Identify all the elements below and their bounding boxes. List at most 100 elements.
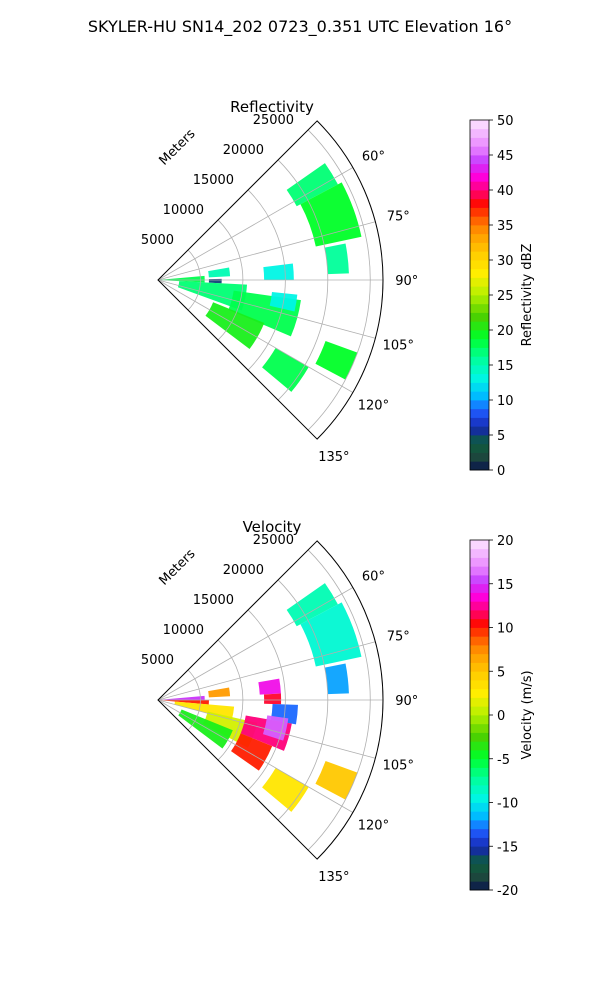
colorbar-swatch-8 bbox=[470, 811, 489, 821]
azimuth-label-120: 120° bbox=[358, 398, 389, 413]
colorbar-swatch-22 bbox=[470, 268, 489, 278]
colorbar-swatch-13 bbox=[470, 347, 489, 357]
velocity-radial-label: Meters bbox=[157, 546, 199, 588]
colorbar-tick-label-15: 15 bbox=[497, 578, 514, 593]
velocity-polar-sector: 5000 10000 15000 20000 25000 60° 75° 90° 105° 120… bbox=[141, 533, 418, 885]
colorbar-tick-label--20: -20 bbox=[497, 884, 518, 899]
colorbar-tick-label-10: 10 bbox=[497, 622, 514, 637]
colorbar-swatch-31 bbox=[470, 190, 489, 200]
azimuth-gridline-60 bbox=[157, 587, 354, 701]
colorbar-swatch-4 bbox=[470, 426, 489, 436]
colorbar-swatch-17 bbox=[470, 312, 489, 322]
colorbar-swatch-33 bbox=[470, 592, 489, 602]
echo-cell-0 bbox=[286, 163, 338, 207]
colorbar-tick-label-0: 0 bbox=[497, 464, 505, 479]
range-label-5000: 5000 bbox=[141, 233, 174, 248]
colorbar-swatch-25 bbox=[470, 242, 489, 252]
echo-cell-1 bbox=[300, 602, 362, 667]
colorbar-swatch-1 bbox=[470, 452, 489, 462]
colorbar-tick-label--15: -15 bbox=[497, 840, 518, 855]
colorbar-swatch-4 bbox=[470, 846, 489, 856]
colorbar-tick-label-10: 10 bbox=[497, 394, 514, 409]
azimuth-gridline-105 bbox=[157, 279, 376, 339]
colorbar-swatch-3 bbox=[470, 435, 489, 445]
colorbar-swatch-16 bbox=[470, 321, 489, 331]
colorbar-swatch-35 bbox=[470, 155, 489, 165]
echo-cell-7 bbox=[160, 695, 205, 700]
figure-suptitle: SKYLER-HU SN14_202 0723_0.351 UTC Elevat… bbox=[88, 17, 512, 37]
azimuth-gridline-75 bbox=[157, 221, 376, 281]
reflectivity-polar-sector: 5000 10000 15000 20000 25000 60° 75° 90° 105° 120… bbox=[141, 113, 418, 465]
echo-cell-15 bbox=[315, 760, 358, 800]
colorbar-swatch-21 bbox=[470, 277, 489, 287]
colorbar-tick-label--10: -10 bbox=[497, 797, 518, 812]
azimuth-label-90: 90° bbox=[395, 274, 418, 289]
colorbar-swatch-20 bbox=[470, 286, 489, 296]
echo-cell-6 bbox=[208, 687, 231, 698]
colorbar-swatch-15 bbox=[470, 750, 489, 760]
colorbar-swatch-0 bbox=[470, 461, 489, 471]
range-label-10000: 10000 bbox=[163, 203, 204, 218]
range-label-25000: 25000 bbox=[253, 533, 294, 548]
colorbar-tick-label-30: 30 bbox=[497, 254, 514, 269]
echo-cell-0 bbox=[286, 583, 338, 627]
colorbar-swatch-18 bbox=[470, 723, 489, 733]
echo-cell-16 bbox=[262, 767, 309, 812]
colorbar-tick-label-50: 50 bbox=[497, 114, 514, 129]
colorbar-swatch-8 bbox=[470, 391, 489, 401]
colorbar-swatch-37 bbox=[470, 557, 489, 567]
range-label-5000: 5000 bbox=[141, 653, 174, 668]
echo-cell-7 bbox=[177, 281, 248, 311]
azimuth-gridline-120 bbox=[157, 279, 354, 393]
azimuth-gridline-105 bbox=[157, 699, 376, 759]
echo-cell-12 bbox=[262, 347, 309, 392]
colorbar-tick-label--5: -5 bbox=[497, 753, 510, 768]
colorbar-swatch-30 bbox=[470, 618, 489, 628]
velocity-panel: Velocity Meters 5000 10000 15000 20000 25000… bbox=[141, 518, 535, 899]
colorbar-swatch-25 bbox=[470, 662, 489, 672]
azimuth-label-135: 135° bbox=[318, 450, 349, 465]
azimuth-label-90: 90° bbox=[395, 694, 418, 709]
colorbar-swatch-15 bbox=[470, 330, 489, 340]
sector-outline bbox=[157, 540, 384, 860]
colorbar-tick-label-5: 5 bbox=[497, 665, 505, 680]
azimuth-label-105: 105° bbox=[383, 758, 414, 773]
colorbar-swatch-34 bbox=[470, 163, 489, 173]
range-label-25000: 25000 bbox=[253, 113, 294, 128]
echo-cell-3 bbox=[258, 678, 281, 695]
colorbar-tick-label-20: 20 bbox=[497, 324, 514, 339]
azimuth-label-105: 105° bbox=[383, 338, 414, 353]
colorbar-swatch-28 bbox=[470, 636, 489, 646]
colorbar-swatch-14 bbox=[470, 758, 489, 768]
colorbar-swatch-6 bbox=[470, 828, 489, 838]
colorbar-swatch-6 bbox=[470, 408, 489, 418]
colorbar-swatch-9 bbox=[470, 802, 489, 812]
echo-cell-14 bbox=[262, 715, 289, 741]
echo-cell-6 bbox=[160, 275, 205, 283]
colorbar-swatch-19 bbox=[470, 715, 489, 725]
colorbar-swatch-32 bbox=[470, 601, 489, 611]
colorbar-swatch-11 bbox=[470, 365, 489, 375]
colorbar-tick-label-0: 0 bbox=[497, 709, 505, 724]
colorbar-swatch-39 bbox=[470, 120, 489, 130]
colorbar-swatch-33 bbox=[470, 172, 489, 182]
colorbar-swatch-7 bbox=[470, 820, 489, 830]
range-label-15000: 15000 bbox=[193, 593, 234, 608]
azimuth-label-75: 75° bbox=[387, 630, 410, 645]
colorbar-swatch-30 bbox=[470, 198, 489, 208]
echo-cell-5 bbox=[208, 278, 222, 284]
colorbar-tick-label-20: 20 bbox=[497, 534, 514, 549]
velocity-colorbar-label: Velocity (m/s) bbox=[520, 670, 535, 759]
colorbar-swatch-24 bbox=[470, 251, 489, 261]
colorbar-swatch-35 bbox=[470, 575, 489, 585]
colorbar-tick-label-40: 40 bbox=[497, 184, 514, 199]
reflectivity-radial-label: Meters bbox=[157, 126, 199, 168]
echo-cell-9 bbox=[205, 302, 265, 349]
velocity-title: Velocity bbox=[243, 518, 302, 536]
colorbar-swatch-36 bbox=[470, 146, 489, 156]
echo-cell-2 bbox=[324, 243, 349, 275]
colorbar-swatch-31 bbox=[470, 610, 489, 620]
echo-cell-8 bbox=[160, 700, 209, 705]
reflectivity-colorbar-label: Reflectivity dBZ bbox=[520, 244, 535, 347]
